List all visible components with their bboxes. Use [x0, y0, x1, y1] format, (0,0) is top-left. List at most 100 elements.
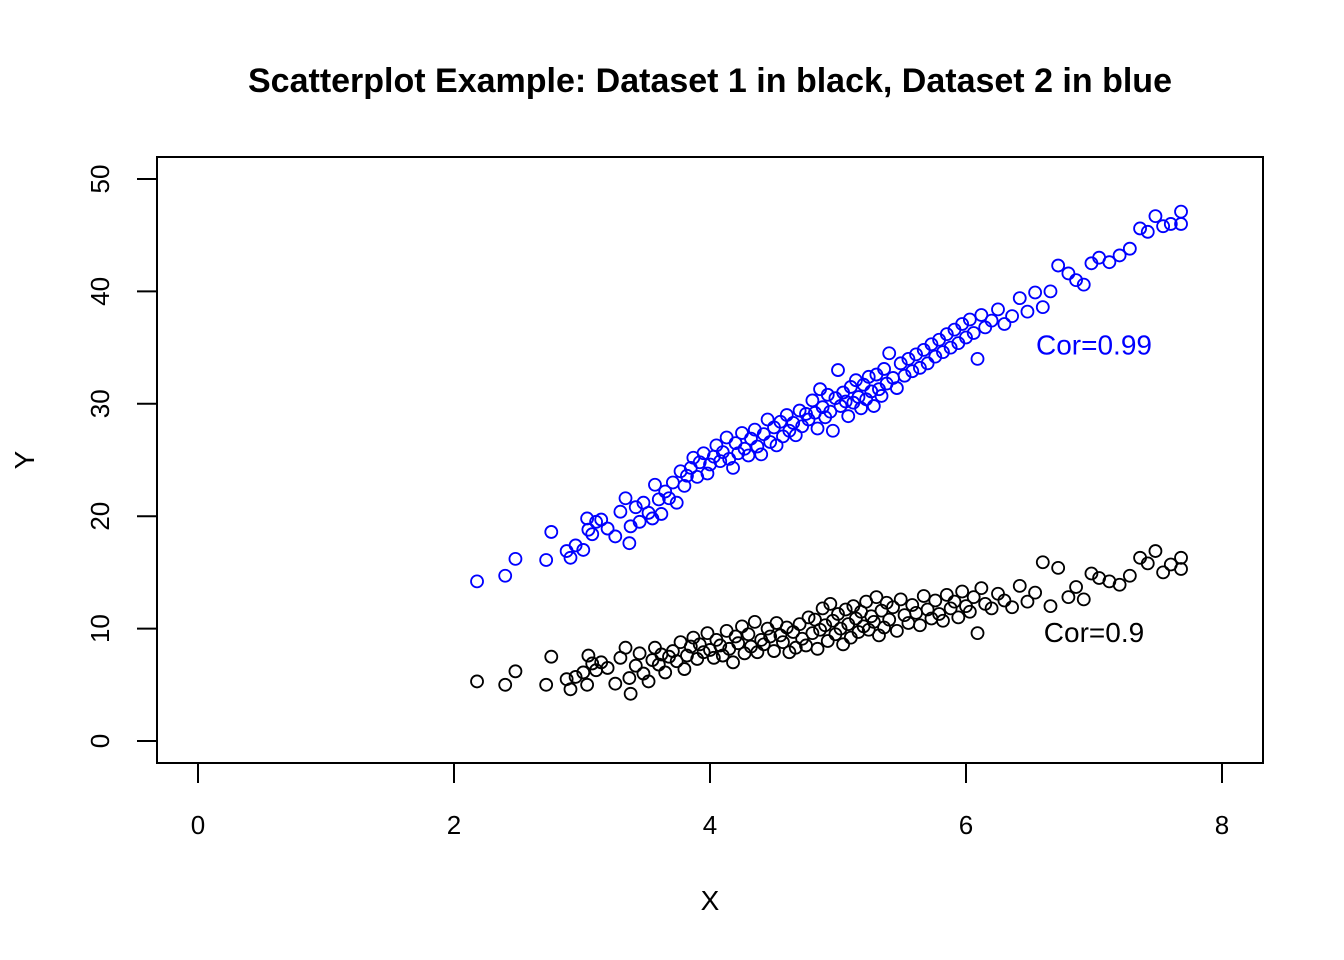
data-point [680, 468, 694, 483]
data-point [1012, 291, 1027, 306]
data-point [747, 614, 762, 629]
data-point [470, 574, 484, 589]
y-axis-label: Y [9, 450, 40, 469]
data-point [648, 477, 662, 492]
data-point [810, 421, 825, 436]
data-point [1112, 577, 1127, 592]
x-tick-label: 2 [447, 810, 461, 840]
data-point [1061, 590, 1076, 605]
data-point [1156, 219, 1171, 234]
data-point [1156, 565, 1171, 580]
data-point [810, 641, 825, 656]
data-point [1043, 284, 1058, 299]
y-tick-label: 30 [85, 389, 115, 418]
data-point [831, 607, 845, 621]
data-point [628, 658, 643, 673]
data-point [726, 655, 740, 670]
data-point [1133, 221, 1147, 236]
data-point [763, 435, 778, 449]
data-point [924, 337, 939, 352]
data-point [984, 313, 999, 328]
data-point [1005, 600, 1019, 615]
data-point [741, 627, 756, 642]
data-point [939, 327, 954, 342]
y-tick-label: 0 [85, 734, 115, 748]
data-point [1069, 580, 1083, 594]
data-point [498, 568, 513, 583]
data-point [608, 529, 623, 544]
data-point [654, 507, 669, 521]
data-point [544, 649, 559, 664]
data-point [966, 590, 981, 605]
data-point [728, 629, 743, 644]
data-point [889, 623, 904, 638]
data-point [658, 484, 673, 499]
data-point [893, 356, 908, 371]
data-point [823, 404, 838, 419]
data-point [669, 654, 684, 669]
data-point [508, 552, 523, 566]
data-point [1174, 562, 1188, 576]
data-point [943, 601, 958, 616]
data-point [706, 650, 721, 665]
x-tick-label: 0 [191, 810, 205, 840]
data-point [618, 491, 633, 506]
x-tick-label: 4 [703, 810, 717, 840]
data-point [805, 626, 820, 640]
data-point [820, 634, 835, 648]
series-2 [470, 204, 1188, 589]
data-point [613, 504, 628, 519]
data-point [1028, 585, 1043, 600]
data-point [1076, 592, 1091, 607]
data-point [1035, 300, 1050, 315]
data-point [970, 626, 985, 640]
data-point [735, 426, 749, 440]
data-point [585, 656, 600, 671]
data-point [1112, 248, 1127, 263]
data-point [823, 596, 838, 611]
data-point [974, 308, 989, 322]
data-point [632, 646, 647, 661]
data-point [820, 387, 835, 402]
chart-title: Scatterplot Example: Dataset 1 in black,… [248, 62, 1172, 100]
data-point [1043, 599, 1058, 614]
data-point [1163, 217, 1178, 231]
data-point [568, 670, 583, 684]
data-point [1076, 277, 1091, 292]
data-point [658, 665, 673, 680]
data-point [893, 592, 908, 607]
data-point [665, 475, 680, 490]
data-point [608, 676, 623, 691]
data-point [866, 614, 881, 629]
data-point [943, 340, 958, 355]
data-point [692, 637, 707, 652]
data-point [662, 491, 676, 506]
data-point [955, 584, 970, 599]
data-point [576, 665, 591, 680]
data-point [726, 460, 740, 475]
data-point [991, 302, 1005, 317]
data-point [815, 601, 830, 616]
data-point [618, 640, 633, 655]
data-point [841, 409, 856, 424]
data-point [882, 612, 897, 627]
data-point [959, 330, 973, 345]
data-point [936, 613, 950, 628]
data-point [928, 349, 943, 364]
correlation-annotation: Cor=0.99 [1036, 329, 1152, 360]
y-axis: 0 10 20 30 40 50 [85, 165, 158, 748]
data-point [836, 637, 851, 652]
data-point [838, 602, 853, 617]
data-point [951, 610, 966, 625]
data-point [563, 682, 578, 697]
data-point [901, 351, 916, 366]
data-point [731, 636, 746, 651]
data-point [788, 640, 803, 655]
y-tick-label: 40 [85, 277, 115, 306]
data-point [539, 677, 554, 692]
data-point [700, 466, 715, 481]
data-point [897, 368, 912, 383]
data-point [641, 674, 656, 689]
data-point [997, 317, 1012, 331]
data-point [1174, 217, 1188, 231]
